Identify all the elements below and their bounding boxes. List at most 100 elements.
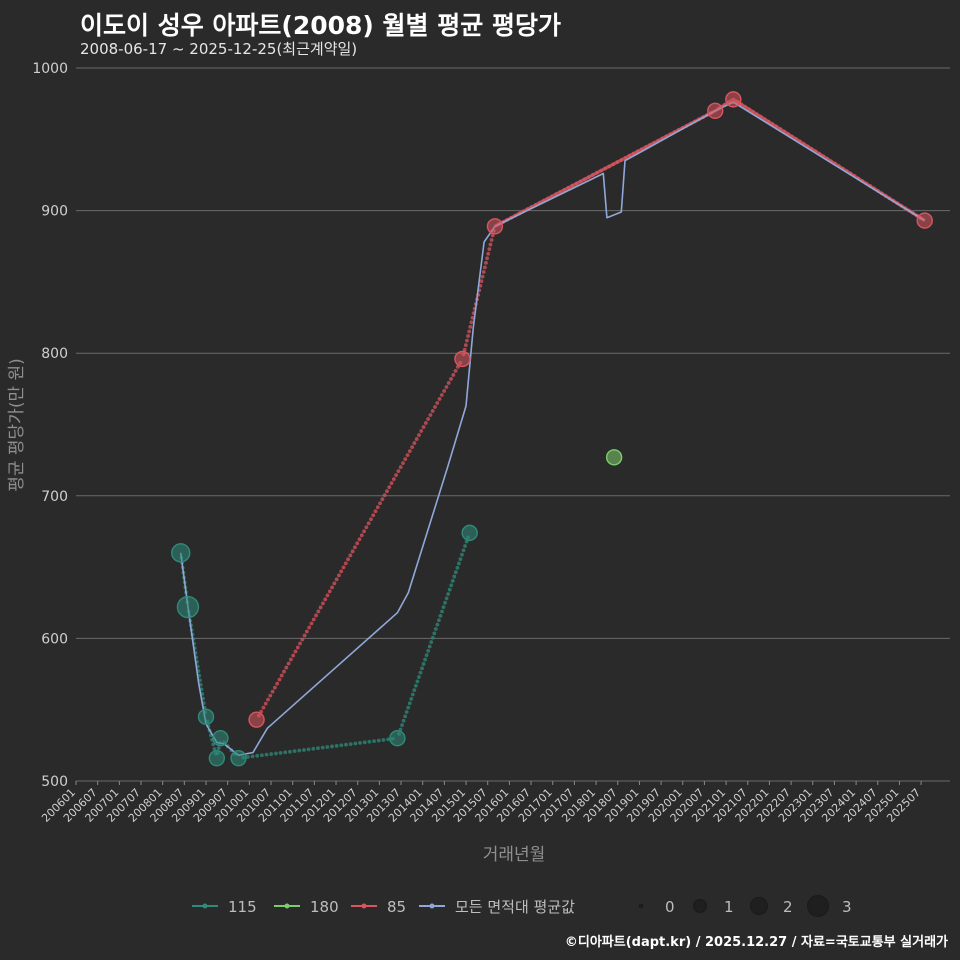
connector-dot: [404, 710, 409, 714]
connector-dot: [481, 270, 486, 274]
connector-dot: [263, 701, 268, 706]
legend-marker: [429, 903, 435, 909]
connector-dot: [440, 609, 444, 614]
connector-dot: [462, 347, 467, 352]
x-axis-label: 거래년월: [483, 845, 546, 865]
connector-dot: [358, 741, 362, 745]
connector-dot: [400, 723, 404, 728]
connector-dot: [359, 533, 364, 538]
y-tick-label: 900: [41, 204, 68, 220]
connector-dot: [353, 741, 358, 746]
y-axis-label: 평균 평당가(만 원): [7, 358, 27, 492]
connector-dot: [410, 692, 415, 697]
connector-dot: [419, 429, 424, 433]
connector-dot: [391, 477, 396, 482]
legend-size-label: 1: [724, 898, 734, 916]
connector-dot: [295, 645, 300, 650]
connector-dot: [316, 746, 320, 751]
connector-dot: [489, 238, 494, 242]
connector-dot: [487, 247, 492, 252]
connector-dot: [212, 747, 217, 751]
connector-dot: [432, 631, 437, 636]
connector-dot: [339, 743, 344, 748]
connector-dot: [450, 579, 455, 583]
connector-dot: [401, 461, 405, 466]
connector-dot: [320, 745, 325, 750]
connector-dot: [435, 401, 440, 405]
connector-dot: [457, 561, 461, 566]
point-180: [605, 449, 623, 466]
connector-dot: [394, 473, 399, 478]
connector-dot: [250, 754, 255, 759]
connector-dot: [339, 569, 344, 574]
connector-dot: [423, 421, 428, 425]
connector-dot: [264, 752, 269, 757]
connector-dot: [318, 605, 323, 610]
connector-dot: [443, 600, 447, 605]
connector-dot: [410, 445, 415, 449]
legend-size-label: 3: [842, 898, 852, 916]
connector-dot: [403, 457, 408, 462]
connector-dot: [453, 570, 458, 575]
connector-dot: [468, 324, 473, 329]
connector-dot: [407, 449, 412, 454]
connector-dot: [396, 469, 401, 474]
connector-dot: [348, 742, 353, 746]
connector-dot: [344, 742, 348, 747]
data-points: [171, 91, 933, 767]
connector-dot: [485, 256, 489, 261]
connector-dot: [389, 481, 394, 486]
connector-dot: [293, 649, 298, 654]
connector-dot: [350, 549, 355, 554]
connector-dot: [452, 574, 457, 579]
connector-dot: [373, 509, 378, 514]
connector-dot: [430, 409, 435, 413]
connector-dot: [311, 617, 316, 622]
legend-size-marker: [638, 903, 644, 909]
point-115: [389, 730, 406, 747]
connector-dot: [307, 625, 312, 630]
connector-dot: [325, 593, 330, 598]
connector-dot: [284, 665, 289, 670]
point-85: [916, 212, 933, 229]
connector-dot: [438, 613, 443, 618]
connector-dot: [302, 633, 307, 638]
connector-dot: [426, 417, 431, 421]
chart-title: 이도이 성우 아파트(2008) 월별 평균 평당가: [80, 11, 561, 40]
connector-dot: [245, 755, 250, 759]
footer-credit: ©디아파트(dapt.kr) / 2025.12.27 / 자료=국토교통부 실…: [564, 935, 948, 950]
y-tick-labels: 500 600 700 800 900 1000: [32, 61, 68, 790]
legend-size-label: 0: [665, 898, 675, 916]
chart-subtitle: 2008-06-17 ~ 2025-12-25(최근계약일): [80, 40, 358, 58]
connector-dot: [437, 397, 442, 401]
point-85: [725, 91, 742, 108]
connector-dot: [426, 648, 431, 653]
connector-dot: [268, 693, 273, 698]
connector-dot: [442, 389, 447, 393]
connector-dot: [277, 677, 282, 682]
connector-dot: [325, 745, 330, 749]
y-tick-label: 1000: [32, 61, 68, 77]
connector-dot: [348, 553, 353, 558]
connector-dot: [433, 627, 438, 631]
connector-dot: [385, 489, 389, 494]
legend-label: 115: [228, 898, 257, 916]
connector-dot: [480, 274, 485, 279]
point-85: [707, 102, 724, 119]
connector-dot: [437, 618, 441, 623]
connector-dot: [216, 746, 221, 751]
connector-dot: [341, 565, 346, 570]
average-line-path: [179, 101, 926, 757]
legend-label: 180: [310, 898, 339, 916]
connector-dot: [346, 557, 350, 562]
connector-dot: [466, 334, 470, 338]
connector-dot: [458, 557, 463, 561]
connector-dot: [334, 743, 339, 748]
connector-dot: [453, 369, 458, 373]
connector-dot: [323, 597, 328, 602]
legend: 115 180 85 모든 면적대 평균값 0 1 2 3: [192, 895, 852, 917]
connector-dot: [447, 587, 452, 592]
connector-dot: [415, 679, 420, 684]
point-115: [197, 708, 215, 726]
